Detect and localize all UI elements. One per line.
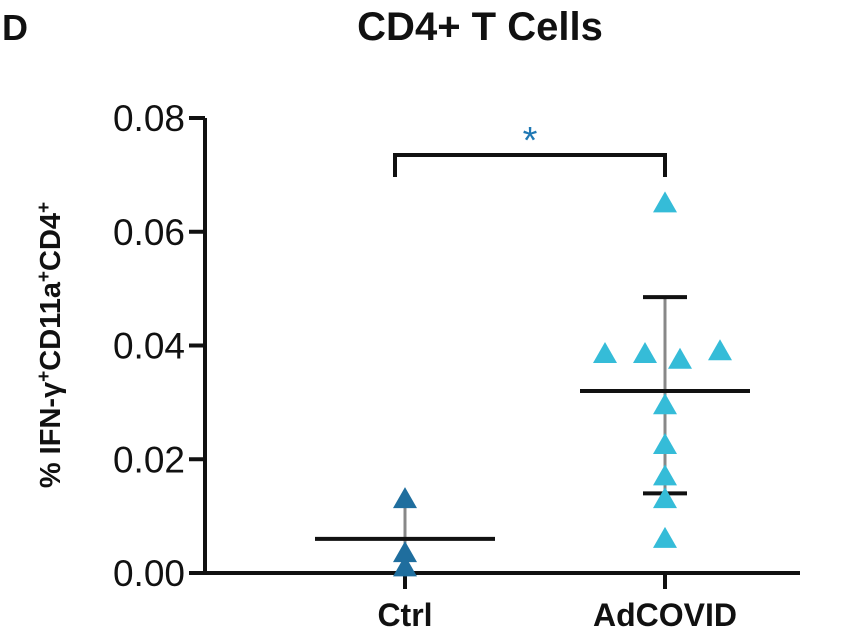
significance-bracket: [393, 153, 667, 177]
data-point: [708, 339, 732, 361]
data-point: [393, 555, 417, 577]
data-points: [393, 191, 732, 577]
data-point: [593, 342, 617, 364]
significance-label: *: [523, 120, 538, 162]
y-tick-label: 0.00: [113, 553, 185, 594]
axes: [203, 118, 800, 575]
y-axis-label: % IFN-γ+CD11a+CD4+: [34, 202, 68, 488]
error-bars: [315, 295, 750, 568]
data-point: [653, 526, 677, 548]
data-point: [653, 191, 677, 213]
y-tick-label: 0.04: [113, 326, 185, 367]
x-categories: Ctrl AdCOVID: [377, 573, 737, 633]
significance: *: [393, 120, 667, 177]
x-category-label: AdCOVID: [593, 597, 737, 633]
data-point: [653, 393, 677, 415]
y-tick-label: 0.08: [113, 98, 185, 139]
data-point: [653, 433, 677, 455]
data-point: [653, 464, 677, 486]
chart-title: CD4+ T Cells: [357, 5, 603, 49]
y-ticks: 0.00 0.02 0.04 0.06 0.08: [113, 98, 205, 594]
panel-letter: D: [2, 7, 28, 48]
x-category-label: Ctrl: [377, 597, 432, 633]
data-point: [393, 541, 417, 563]
data-point: [668, 347, 692, 369]
data-point: [653, 487, 677, 509]
data-point: [393, 487, 417, 509]
y-tick-label: 0.02: [113, 439, 185, 480]
data-point: [633, 342, 657, 364]
y-tick-label: 0.06: [113, 212, 185, 253]
